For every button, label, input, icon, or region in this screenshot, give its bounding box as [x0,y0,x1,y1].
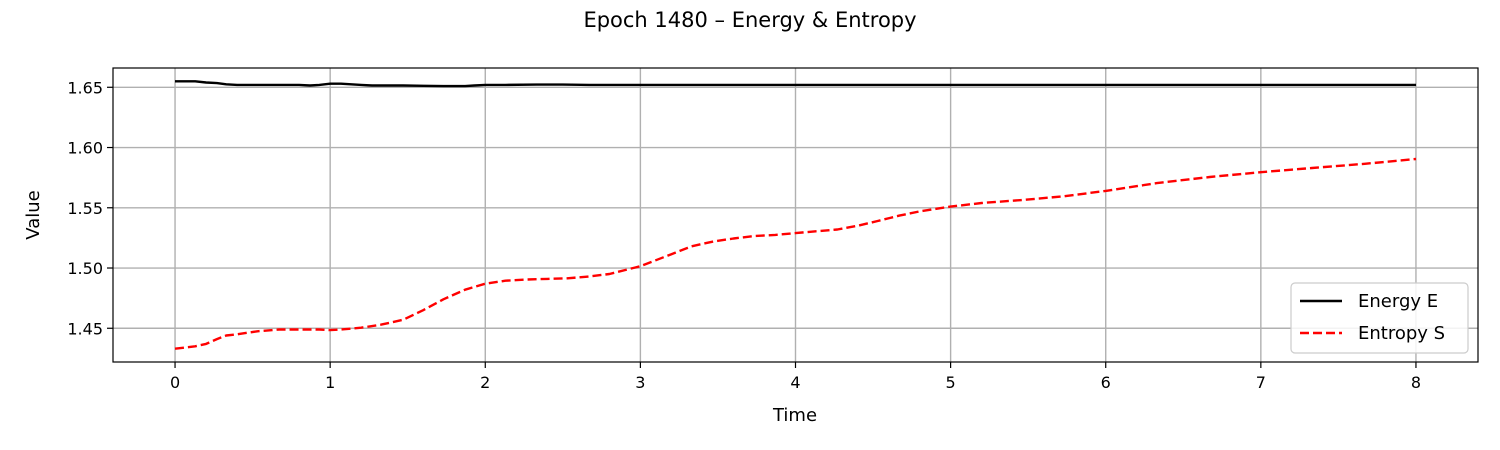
y-axis-label: Value [23,190,44,239]
y-tick-label: 1.55 [67,199,103,218]
y-axis: 1.45 1.50 1.55 1.60 1.65 [67,78,113,338]
x-tick-label: 7 [1256,373,1266,392]
grid-lines [113,68,1478,362]
y-tick-label: 1.50 [67,259,103,278]
legend-label-entropy: Entropy S [1358,323,1445,344]
y-tick-label: 1.60 [67,139,103,158]
chart-title: Epoch 1480 – Energy & Entropy [583,8,916,32]
x-tick-label: 2 [480,373,490,392]
x-axis: 0 1 2 3 4 5 6 7 8 [170,362,1421,392]
x-tick-label: 3 [635,373,645,392]
x-tick-label: 4 [790,373,800,392]
legend-label-energy: Energy E [1358,291,1438,312]
x-tick-label: 6 [1101,373,1111,392]
x-tick-label: 5 [946,373,956,392]
series-line-energy [175,80,1416,88]
x-tick-label: 8 [1411,373,1421,392]
y-tick-label: 1.65 [67,78,103,97]
series-line-entropy [174,157,1417,350]
x-tick-label: 1 [325,373,335,392]
legend: Energy E Entropy S [1290,282,1469,354]
x-axis-label: Time [772,405,817,426]
x-tick-label: 0 [170,373,180,392]
y-tick-label: 1.45 [67,319,103,338]
series-layer [174,80,1417,350]
